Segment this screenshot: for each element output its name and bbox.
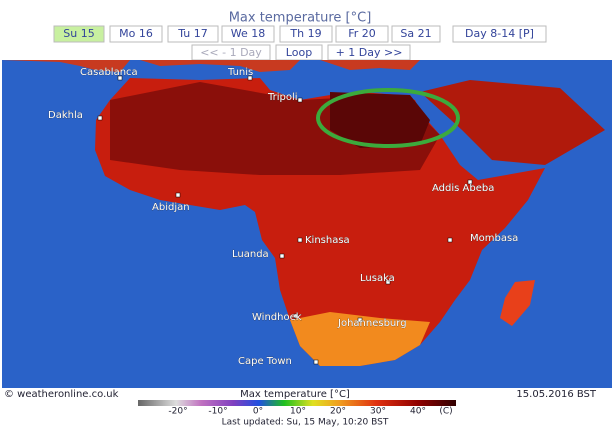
nav-label[interactable]: + 1 Day >> xyxy=(336,46,403,59)
city-label: Casablanca xyxy=(80,67,138,78)
tab-label[interactable]: Mo 16 xyxy=(119,27,153,40)
source[interactable]: © weatheronline.co.uk xyxy=(4,389,119,400)
city-dot xyxy=(467,179,473,185)
last-updated: Last updated: Su, 15 May, 10:20 BST xyxy=(222,418,389,428)
city-label: Tunis xyxy=(227,67,253,78)
tab-button[interactable] xyxy=(167,25,219,43)
city-dot xyxy=(297,237,303,243)
date: 15.05.2016 BST xyxy=(516,389,596,400)
legend-title: Max temperature [°C] xyxy=(240,389,350,400)
madagascar xyxy=(500,280,535,326)
scale-label: -10° xyxy=(208,407,227,417)
city-dot xyxy=(293,313,299,319)
scale-labels: -20° -10° 0° 10° 20° 30° 40° (C) xyxy=(168,407,452,417)
tab-button[interactable] xyxy=(221,25,275,43)
city-dot xyxy=(247,75,253,81)
city-dot xyxy=(357,317,363,323)
city-dot xyxy=(297,97,303,103)
scale-label: 20° xyxy=(330,407,346,417)
nav: << - 1 Day Loop + 1 Day >> xyxy=(191,44,411,61)
tab-button[interactable] xyxy=(391,25,441,43)
city-dot xyxy=(97,115,103,121)
highlight-circle xyxy=(316,88,460,148)
city-dot xyxy=(117,75,123,81)
city-label: Cape Town xyxy=(238,356,292,367)
legend: © weatheronline.co.uk Max temperature [°… xyxy=(4,389,597,428)
scale-label: 40° xyxy=(410,407,426,417)
tab-button[interactable] xyxy=(452,25,547,43)
tab-label[interactable]: Fr 20 xyxy=(348,27,376,40)
tab-label[interactable]: We 18 xyxy=(231,27,266,40)
tab-label[interactable]: Th 19 xyxy=(289,27,321,40)
city-dot xyxy=(385,279,391,285)
nav-label[interactable]: Loop xyxy=(286,46,312,59)
color-scale xyxy=(138,400,456,406)
tab-label[interactable]: Su 15 xyxy=(63,27,94,40)
tab-button[interactable] xyxy=(279,25,333,43)
city-dot xyxy=(447,237,453,243)
tab-label[interactable]: Tu 17 xyxy=(177,27,208,40)
city-label: Windhoek xyxy=(252,312,302,323)
city-label: Dakhla xyxy=(48,110,83,121)
city-label: Mombasa xyxy=(470,233,518,244)
scale-label: 30° xyxy=(370,407,386,417)
scale-label: -20° xyxy=(168,407,187,417)
arabia xyxy=(420,80,605,165)
scale-label: 0° xyxy=(253,407,263,417)
city-label: Tripoli xyxy=(267,92,298,103)
city-dot xyxy=(313,359,319,365)
cool-zone xyxy=(290,312,430,366)
tab-label[interactable]: Sa 21 xyxy=(400,27,431,40)
tab-label[interactable]: Day 8-14 [P] xyxy=(465,27,534,40)
city-label: Addis Abeba xyxy=(432,183,494,194)
title: Max temperature [°C] xyxy=(229,11,372,26)
nav-label[interactable]: << - 1 Day xyxy=(200,46,262,59)
tab-button[interactable] xyxy=(53,25,105,43)
city-label: Lusaka xyxy=(360,273,395,284)
city-dot xyxy=(175,192,181,198)
city-label: Kinshasa xyxy=(305,235,350,246)
scale-label: (C) xyxy=(439,407,452,417)
city-label: Abidjan xyxy=(152,202,190,213)
hottest-zone xyxy=(330,92,430,148)
tabs: Su 15 Mo 16 Tu 17 We 18 Th 19 Fr 20 Sa 21 Day 8… xyxy=(53,25,547,43)
cities: Casablanca Tunis Tripoli Dakhla Abidjan Addis… xyxy=(48,67,519,367)
scale-label: 10° xyxy=(290,407,306,417)
map: Casablanca Tunis Tripoli Dakhla Abidjan Addis… xyxy=(2,60,612,388)
europe xyxy=(2,60,420,72)
city-label: Luanda xyxy=(232,249,269,260)
city-dot xyxy=(279,253,285,259)
city-label: Johannesburg xyxy=(337,318,407,329)
tab-button[interactable] xyxy=(335,25,389,43)
tab-button[interactable] xyxy=(109,25,163,43)
